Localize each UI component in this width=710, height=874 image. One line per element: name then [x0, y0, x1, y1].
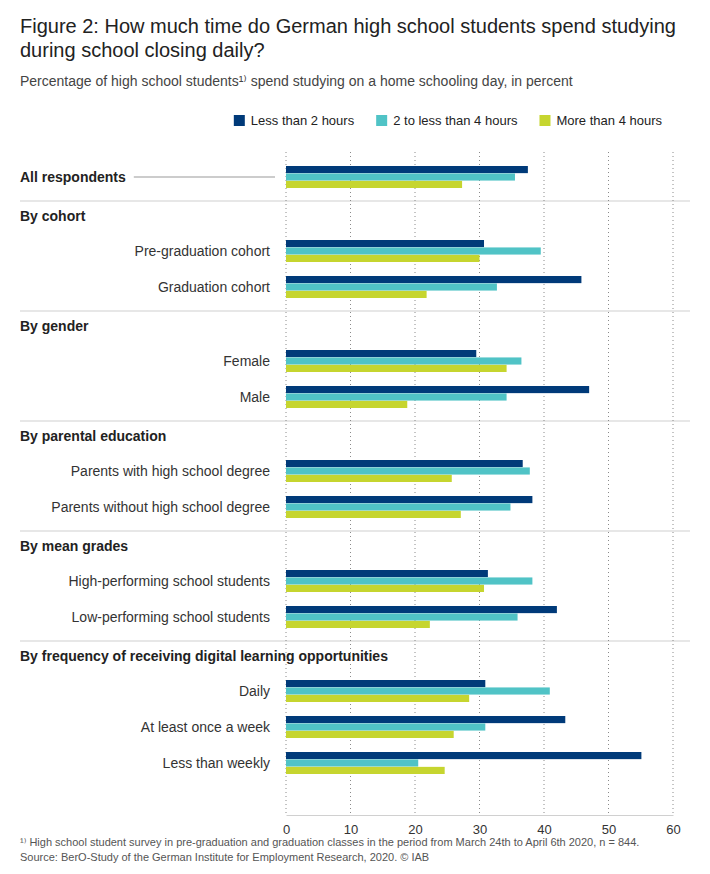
- bar: [286, 752, 641, 759]
- category-label: High-performing school students: [68, 573, 270, 589]
- bar: [286, 767, 445, 774]
- title: Figure 2: How much time do German high s…: [20, 15, 676, 61]
- category-label: Pre-graduation cohort: [135, 243, 271, 259]
- tick-label: 10: [344, 822, 358, 837]
- category-label: Daily: [239, 683, 270, 699]
- bars: [286, 166, 641, 774]
- group-header: By cohort: [20, 208, 86, 224]
- tick: 50: [602, 815, 616, 837]
- tick: 40: [537, 815, 551, 837]
- bar: [286, 503, 510, 510]
- bar: [286, 393, 507, 400]
- bar: [286, 585, 484, 592]
- bar: [286, 401, 407, 408]
- label-connector: [134, 177, 275, 178]
- legend-swatch: [234, 115, 245, 126]
- grid: [286, 152, 673, 815]
- group-separator: [20, 531, 690, 532]
- bar: [286, 475, 452, 482]
- category-label: Graduation cohort: [158, 279, 270, 295]
- bar: [286, 276, 581, 283]
- legend: More than 4 hours 2 to less than 4 hours L…: [234, 113, 663, 128]
- bar: [286, 350, 476, 357]
- note: ¹⁾ High school student survey in pre-gra…: [20, 836, 639, 848]
- grid-line: [673, 152, 674, 815]
- group-header: By gender: [20, 318, 89, 334]
- group-separator: [20, 421, 690, 422]
- category-label: At least once a week: [141, 719, 271, 735]
- bar: [286, 613, 518, 620]
- chart: Figure 2: How much time do German high s…: [0, 0, 710, 874]
- category-label: Less than weekly: [163, 755, 270, 771]
- category-label: Parents without high school degree: [51, 499, 270, 515]
- axis-line: [287, 815, 674, 816]
- group-header: By frequency of receiving digital learni…: [20, 648, 388, 664]
- group-separator: [20, 311, 690, 312]
- bar: [286, 570, 488, 577]
- category-label: Parents with high school degree: [71, 463, 270, 479]
- bar: [286, 460, 523, 467]
- bar: [286, 240, 484, 247]
- bar: [286, 496, 532, 503]
- grid-line: [544, 152, 545, 815]
- bar: [286, 181, 462, 188]
- bar: [286, 731, 454, 738]
- bar: [286, 247, 541, 254]
- bar: [286, 166, 528, 173]
- bar: [286, 621, 430, 628]
- group-separator: [20, 641, 690, 642]
- tick-label: 60: [666, 822, 680, 837]
- legend-swatch: [376, 115, 387, 126]
- bar: [286, 695, 469, 702]
- category-label: Male: [240, 389, 271, 405]
- group-header: By mean grades: [20, 538, 128, 554]
- legend-label: More than 4 hours: [556, 113, 662, 128]
- bar: [286, 467, 530, 474]
- category-label: Low-performing school students: [72, 609, 270, 625]
- bar: [286, 386, 589, 393]
- bar: [286, 173, 515, 180]
- x-axis: 0 10 20 30 40 50 60: [283, 815, 681, 837]
- bar: [286, 357, 521, 364]
- bar: [286, 723, 485, 730]
- tick: 0: [283, 815, 290, 837]
- bar: [286, 365, 507, 372]
- bar: [286, 606, 557, 613]
- bar: [286, 680, 485, 687]
- legend-label: 2 to less than 4 hours: [393, 113, 518, 128]
- category-label: Female: [223, 353, 270, 369]
- tick: 30: [473, 815, 487, 837]
- bar: [286, 759, 418, 766]
- group-separator: [20, 201, 690, 202]
- tick: 20: [408, 815, 422, 837]
- tick-label: 30: [473, 822, 487, 837]
- bar: [286, 687, 550, 694]
- category-label: All respondents: [20, 169, 126, 185]
- legend-swatch: [539, 115, 550, 126]
- tick-label: 40: [537, 822, 551, 837]
- tick-label: 20: [408, 822, 422, 837]
- grid-line: [608, 152, 609, 815]
- bar: [286, 511, 461, 518]
- bar: [286, 255, 480, 262]
- group-header: By parental education: [20, 428, 166, 444]
- legend-label: Less than 2 hours: [251, 113, 355, 128]
- bar: [286, 291, 427, 298]
- bar: [286, 716, 565, 723]
- bar: [286, 577, 532, 584]
- subtitle: Percentage of high school students¹⁾ spe…: [20, 73, 573, 89]
- bar: [286, 283, 497, 290]
- tick-label: 0: [283, 822, 290, 837]
- tick-label: 50: [602, 822, 616, 837]
- tick: 60: [666, 815, 680, 837]
- note: Source: BerO-Study of the German Institu…: [20, 851, 429, 863]
- tick: 10: [344, 815, 358, 837]
